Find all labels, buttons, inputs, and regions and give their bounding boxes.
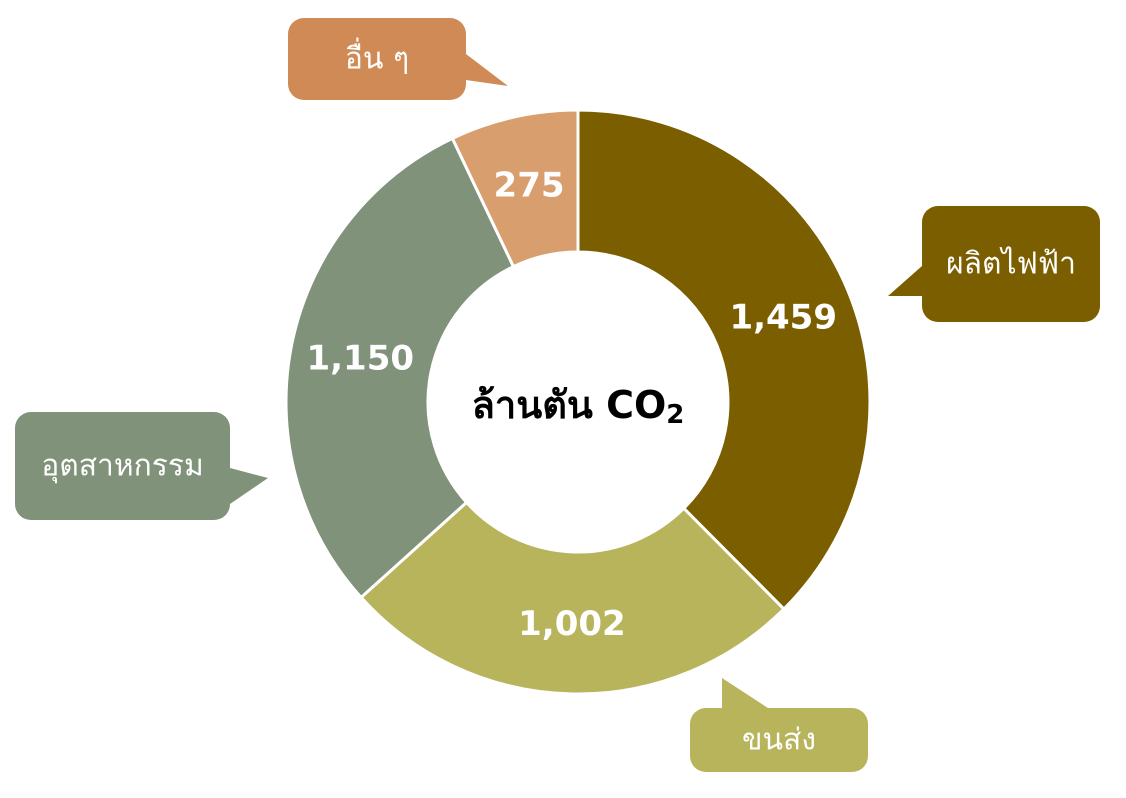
slice-0-value-label: 1,459 bbox=[729, 297, 837, 337]
slice-1-wedge bbox=[358, 500, 787, 696]
slice-3-value-label: 275 bbox=[494, 165, 565, 205]
slice-0-category-label: ผลิตไฟฟ้า bbox=[946, 246, 1076, 282]
center-unit-label: ล้านตัน CO2 bbox=[472, 383, 685, 430]
slice-0-callout: ผลิตไฟฟ้า bbox=[888, 206, 1100, 322]
slice-3-callout: อื่น ๆ bbox=[288, 18, 508, 100]
slice-1-callout-box bbox=[690, 708, 868, 772]
slice-2-callout-tail bbox=[230, 468, 268, 504]
slice-0-callout-tail bbox=[888, 266, 922, 296]
slice-value-labels: 1,459 1,002 1,150 275 bbox=[306, 165, 836, 643]
center-unit-main: ล้านตัน CO bbox=[472, 383, 667, 427]
slice-2-value-label: 1,150 bbox=[306, 339, 414, 379]
slice-2-category-label: อุตสาหกรรม bbox=[41, 449, 204, 485]
slice-2-callout: อุตสาหกรรม bbox=[15, 412, 268, 520]
slice-3-callout-tail bbox=[466, 54, 508, 86]
slice-1-callout: ขนส่ง bbox=[690, 678, 868, 772]
slice-2-callout-box bbox=[15, 412, 230, 520]
center-unit-subscript: 2 bbox=[666, 400, 684, 430]
slice-3-category-label: อื่น ๆ bbox=[345, 38, 409, 77]
slice-3-wedge bbox=[450, 108, 580, 269]
slice-1-callout-tail bbox=[722, 678, 768, 708]
slice-3-callout-box bbox=[288, 18, 466, 100]
slice-1-category-label: ขนส่ง bbox=[742, 723, 816, 758]
slice-1-value-label: 1,002 bbox=[518, 604, 626, 644]
slice-0-wedge bbox=[576, 108, 872, 612]
slice-0-callout-box bbox=[922, 206, 1100, 322]
donut-slices bbox=[284, 108, 872, 696]
slice-2-wedge bbox=[284, 136, 516, 600]
